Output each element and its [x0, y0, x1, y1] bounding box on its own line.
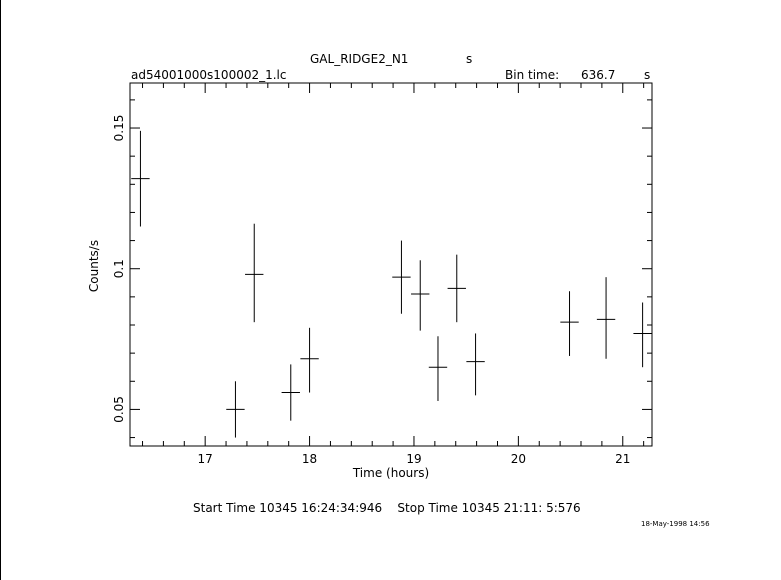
- data-point: [560, 291, 579, 356]
- x-tick-label: 17: [198, 452, 213, 466]
- data-point: [633, 302, 652, 368]
- data-point: [447, 254, 466, 323]
- data-points: [131, 130, 652, 438]
- x-tick-label: 20: [511, 452, 526, 466]
- data-point: [392, 240, 411, 314]
- bin-time-unit: s: [644, 68, 651, 82]
- x-tick-label: 19: [406, 452, 421, 466]
- axis-ticks: [130, 83, 652, 446]
- left-border: [0, 0, 1, 580]
- y-tick-label: 0.05: [112, 396, 126, 423]
- bin-time-label: Bin time:: [505, 68, 560, 82]
- data-point: [411, 260, 430, 331]
- x-tick-label: 21: [615, 452, 630, 466]
- y-axis-label: Counts/s: [87, 240, 101, 292]
- data-point: [281, 364, 300, 421]
- x-axis-label: Time (hours): [352, 466, 429, 480]
- data-point: [300, 327, 319, 393]
- y-tick-label: 0.1: [112, 259, 126, 278]
- data-point: [245, 223, 264, 323]
- timestamp-text: 18-May-1998 14:56: [641, 520, 710, 528]
- bin-time-value: 636.7: [581, 68, 616, 82]
- data-point: [131, 130, 150, 227]
- data-point: [596, 277, 616, 359]
- tick-labels: 17 18 19 20 21 0.05 0.1 0.15: [112, 115, 630, 466]
- data-point: [226, 381, 245, 438]
- chart-title: GAL_RIDGE2_N1: [310, 52, 409, 66]
- x-tick-label: 18: [302, 452, 317, 466]
- y-tick-label: 0.15: [112, 115, 126, 142]
- data-point: [466, 333, 485, 396]
- data-point: [428, 336, 448, 401]
- file-label: ad54001000s100002_1.lc: [131, 68, 287, 82]
- time-range-text: Start Time 10345 16:24:34:946 Stop Time …: [193, 501, 581, 515]
- plot-frame: [129, 82, 653, 447]
- chart-title-suffix: s: [466, 52, 473, 66]
